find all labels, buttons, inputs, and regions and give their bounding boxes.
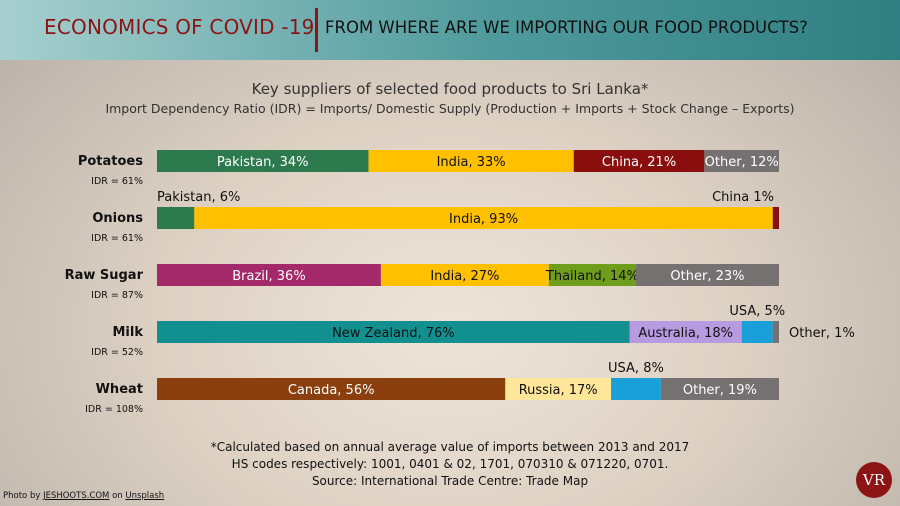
- idr-label: IDR = 61%: [91, 176, 143, 187]
- bar-segment: [772, 321, 779, 343]
- bar-segment: [157, 207, 195, 229]
- segment-label: Other, 23%: [670, 269, 744, 284]
- bar-segment: [368, 150, 574, 172]
- footnote-3: Source: International Trade Centre: Trad…: [311, 474, 589, 488]
- header-separator: [315, 8, 318, 52]
- segment-label: China, 21%: [602, 155, 676, 170]
- header-banner: ECONOMICS OF COVID -19 FROM WHERE ARE WE…: [0, 0, 900, 60]
- segment-label: India, 93%: [449, 212, 518, 227]
- series-title: ECONOMICS OF COVID -19: [44, 15, 315, 39]
- segment-label: New Zealand, 76%: [332, 326, 455, 341]
- bar-segment: [157, 321, 630, 343]
- idr-label: IDR = 87%: [91, 290, 143, 301]
- category-label: Raw Sugar: [65, 268, 144, 283]
- category-label: Wheat: [96, 382, 143, 397]
- segment-label: USA, 5%: [729, 304, 785, 319]
- category-label: Onions: [92, 211, 143, 226]
- segment-label: India, 27%: [430, 269, 499, 284]
- bar-segment: [505, 378, 612, 400]
- bar-segment: [611, 378, 661, 400]
- segment-label: Brazil, 36%: [232, 269, 305, 284]
- footnote-2: HS codes respectively: 1001, 0401 & 02, …: [231, 457, 669, 471]
- segment-label: USA, 8%: [608, 361, 664, 376]
- bar-segment: [635, 264, 779, 286]
- bar-segment: [573, 150, 705, 172]
- segment-label: Other, 19%: [683, 383, 757, 398]
- idr-label: IDR = 52%: [91, 347, 143, 358]
- segment-label: India, 33%: [437, 155, 506, 170]
- category-label: Milk: [113, 325, 144, 340]
- bar-segment: [660, 378, 779, 400]
- bar-segment: [741, 321, 773, 343]
- segment-label: Russia, 17%: [519, 383, 598, 398]
- credit-middle: on: [109, 491, 126, 501]
- idr-label: IDR = 61%: [91, 233, 143, 244]
- chart-subtitle: Import Dependency Ratio (IDR) = Imports/…: [105, 101, 795, 116]
- bar-segment: [157, 378, 506, 400]
- bar-segment: [157, 264, 381, 286]
- bar-segment: [380, 264, 549, 286]
- chart-title: Key suppliers of selected food products …: [251, 80, 649, 98]
- idr-label: IDR = 108%: [85, 404, 143, 415]
- segment-label: Other, 12%: [705, 155, 779, 170]
- segment-label: Canada, 56%: [288, 383, 375, 398]
- bar-segment: [548, 264, 636, 286]
- photo-credit: Photo by JESHOOTS.COM on Unsplash: [3, 491, 164, 501]
- segment-label: Thailand, 14%: [545, 269, 639, 284]
- footnote-1: *Calculated based on annual average valu…: [210, 440, 690, 454]
- slide-title: FROM WHERE ARE WE IMPORTING OUR FOOD PRO…: [325, 18, 808, 37]
- credit-author-link[interactable]: JESHOOTS.COM: [43, 491, 110, 501]
- segment-label: Pakistan, 6%: [157, 190, 240, 205]
- segment-label: Australia, 18%: [638, 326, 733, 341]
- segment-label: China 1%: [712, 190, 774, 205]
- bar-segment: [704, 150, 779, 172]
- bar-segment: [194, 207, 773, 229]
- category-label: Potatoes: [78, 154, 143, 169]
- bar-segment: [772, 207, 779, 229]
- credit-site-link[interactable]: Unsplash: [125, 491, 165, 501]
- segment-label: Pakistan, 34%: [217, 155, 309, 170]
- bar-segment: [629, 321, 742, 343]
- credit-prefix: Photo by: [3, 491, 44, 501]
- brand-logo: VR: [856, 462, 892, 498]
- bar-segment: [157, 150, 369, 172]
- segment-label: Other, 1%: [789, 326, 855, 341]
